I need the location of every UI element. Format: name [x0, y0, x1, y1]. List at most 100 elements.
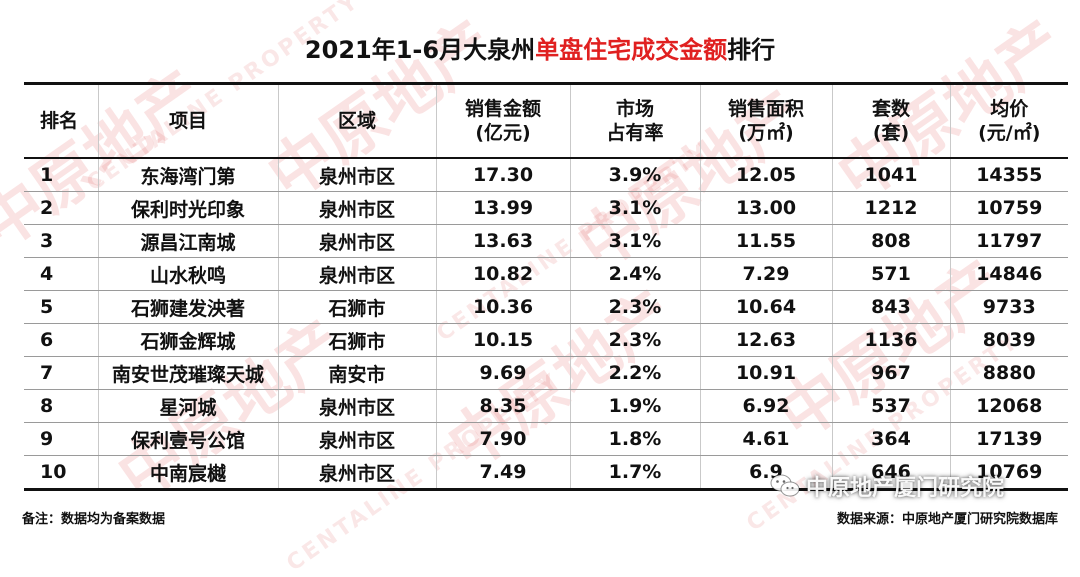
column-header: 销售面积 (万㎡)	[699, 83, 833, 158]
avg-price-cell: 10769	[949, 455, 1068, 491]
column-header-line1: 套数	[871, 98, 910, 120]
sales-amount-cell: 10.36	[435, 290, 571, 324]
units-cell: 571	[831, 257, 951, 291]
units-cell: 537	[831, 389, 951, 423]
title-part-1: 2021年1-6月大泉州	[304, 36, 536, 64]
avg-price-cell: 8880	[949, 356, 1068, 390]
region-cell: 泉州市区	[277, 224, 437, 258]
sales-amount-cell: 9.69	[435, 356, 571, 390]
rank-cell: 2	[24, 191, 99, 225]
ranking-table: 排名 项目 区域 销售金额 (亿元) 市场 占有率 销售面积 (万㎡) 套数 (套) 均价 (元/㎡) …	[24, 82, 1068, 491]
market-share-cell: 3.1%	[569, 224, 701, 258]
column-header-line2: (万㎡)	[738, 122, 794, 144]
wechat-badge: 中原地产厦门研究院	[770, 470, 1004, 502]
column-header: 项目	[97, 83, 279, 158]
project-cell: 源昌江南城	[97, 224, 279, 258]
column-header-line1: 区域	[337, 110, 376, 132]
avg-price-cell: 11797	[949, 224, 1068, 258]
units-cell: 364	[831, 422, 951, 456]
region-cell: 泉州市区	[277, 422, 437, 456]
table-row: 1 东海湾门第 泉州市区 17.30 3.9% 12.05 1041 14355	[24, 158, 1068, 192]
market-share-cell: 2.3%	[569, 290, 701, 324]
rank-cell: 4	[24, 257, 99, 291]
region-cell: 泉州市区	[277, 257, 437, 291]
units-cell: 1041	[831, 158, 951, 192]
units-cell: 967	[831, 356, 951, 390]
region-cell: 泉州市区	[277, 191, 437, 225]
sales-amount-cell: 13.63	[435, 224, 571, 258]
footer-note: 备注：数据均为备案数据	[22, 512, 166, 527]
sales-area-cell: 10.91	[699, 356, 833, 390]
title-part-2: 排行	[727, 36, 776, 64]
market-share-cell: 2.3%	[569, 323, 701, 357]
rank-cell: 6	[24, 323, 99, 357]
market-share-cell: 1.9%	[569, 389, 701, 423]
avg-price-cell: 14846	[949, 257, 1068, 291]
title-highlight: 单盘住宅成交金额	[535, 36, 728, 64]
project-cell: 保利壹号公馆	[97, 422, 279, 456]
column-header-line2: 占有率	[606, 122, 664, 144]
table-row: 5 石狮建发泱著 石狮市 10.36 2.3% 10.64 843 9733	[24, 290, 1068, 324]
sales-area-cell: 13.00	[699, 191, 833, 225]
project-cell: 石狮金辉城	[97, 323, 279, 357]
sales-amount-cell: 7.49	[435, 455, 571, 491]
table-row: 6 石狮金辉城 石狮市 10.15 2.3% 12.63 1136 8039	[24, 323, 1068, 357]
sales-area-cell: 12.05	[699, 158, 833, 192]
avg-price-cell: 12068	[949, 389, 1068, 423]
column-header-line1: 均价	[990, 98, 1029, 120]
units-cell: 843	[831, 290, 951, 324]
market-share-cell: 2.4%	[569, 257, 701, 291]
avg-price-cell: 10759	[949, 191, 1068, 225]
column-header-line1: 市场	[615, 98, 654, 120]
market-share-cell: 3.9%	[569, 158, 701, 192]
rank-cell: 10	[24, 455, 99, 491]
project-cell: 东海湾门第	[97, 158, 279, 192]
column-header-line1: 销售面积	[727, 98, 804, 120]
column-header-line2: (套)	[872, 122, 910, 144]
table-row: 9 保利壹号公馆 泉州市区 7.90 1.8% 4.61 364 17139	[24, 422, 1068, 456]
region-cell: 泉州市区	[277, 158, 437, 192]
sales-amount-cell: 10.15	[435, 323, 571, 357]
wechat-account-name: 中原地产厦门研究院	[806, 476, 1005, 501]
avg-price-cell: 14355	[949, 158, 1068, 192]
units-cell: 646	[831, 455, 951, 491]
table-row: 2 保利时光印象 泉州市区 13.99 3.1% 13.00 1212 10759	[24, 191, 1068, 225]
market-share-cell: 2.2%	[569, 356, 701, 390]
column-header-line1: 排名	[40, 110, 79, 132]
column-header: 均价 (元/㎡)	[949, 83, 1068, 158]
page-title: 2021年1-6月大泉州单盘住宅成交金额排行	[0, 30, 1080, 65]
rank-cell: 1	[24, 158, 99, 192]
units-cell: 1212	[831, 191, 951, 225]
wechat-icon	[770, 473, 800, 499]
sales-area-cell: 7.29	[699, 257, 833, 291]
project-cell: 中南宸樾	[97, 455, 279, 491]
region-cell: 泉州市区	[277, 455, 437, 491]
column-header: 销售金额 (亿元)	[435, 83, 571, 158]
column-header-line1: 销售金额	[464, 98, 541, 120]
market-share-cell: 1.8%	[569, 422, 701, 456]
rank-cell: 5	[24, 290, 99, 324]
sales-amount-cell: 7.90	[435, 422, 571, 456]
table-row: 7 南安世茂璀璨天城 南安市 9.69 2.2% 10.91 967 8880	[24, 356, 1068, 390]
rank-cell: 8	[24, 389, 99, 423]
avg-price-cell: 17139	[949, 422, 1068, 456]
avg-price-cell: 9733	[949, 290, 1068, 324]
rank-cell: 9	[24, 422, 99, 456]
table-body: 1 东海湾门第 泉州市区 17.30 3.9% 12.05 1041 14355 2 保利时光印象…	[24, 158, 1068, 491]
sales-amount-cell: 8.35	[435, 389, 571, 423]
sales-amount-cell: 17.30	[435, 158, 571, 192]
rank-cell: 3	[24, 224, 99, 258]
table-row: 3 源昌江南城 泉州市区 13.63 3.1% 11.55 808 11797	[24, 224, 1068, 258]
project-cell: 南安世茂璀璨天城	[97, 356, 279, 390]
region-cell: 泉州市区	[277, 389, 437, 423]
market-share-cell: 3.1%	[569, 191, 701, 225]
sales-area-cell: 4.61	[699, 422, 833, 456]
sales-area-cell: 10.64	[699, 290, 833, 324]
table-row: 10 中南宸樾 泉州市区 7.49 1.7% 6.9 646 10769	[24, 455, 1068, 491]
sales-amount-cell: 10.82	[435, 257, 571, 291]
sales-area-cell: 6.92	[699, 389, 833, 423]
units-cell: 808	[831, 224, 951, 258]
project-cell: 山水秋鸣	[97, 257, 279, 291]
column-header: 区域	[277, 83, 437, 158]
footer-source: 数据来源：中原地产厦门研究院数据库	[836, 512, 1058, 527]
